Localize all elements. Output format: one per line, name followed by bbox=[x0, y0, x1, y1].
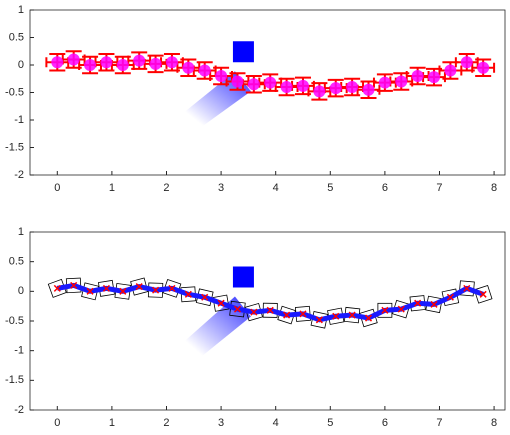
marker bbox=[446, 293, 454, 301]
marker bbox=[313, 85, 326, 98]
marker bbox=[479, 290, 487, 298]
y-tick-label: 0 bbox=[18, 59, 24, 71]
marker bbox=[135, 283, 143, 291]
marker bbox=[346, 81, 359, 93]
marker bbox=[477, 61, 490, 74]
marker bbox=[102, 284, 110, 292]
marker bbox=[182, 61, 195, 74]
x-tick-label: 3 bbox=[218, 182, 224, 194]
marker bbox=[283, 311, 291, 319]
marker bbox=[165, 56, 178, 69]
x-tick-label: 7 bbox=[436, 182, 442, 194]
marker bbox=[119, 287, 127, 295]
marker bbox=[395, 75, 408, 88]
marker bbox=[332, 312, 340, 320]
marker bbox=[201, 293, 209, 301]
y-tick-label: 1 bbox=[18, 4, 24, 16]
annotation-band bbox=[133, 71, 251, 164]
x-tick-label: 4 bbox=[273, 417, 279, 429]
axes-box bbox=[29, 231, 506, 411]
annotation-square bbox=[232, 41, 254, 63]
marker bbox=[133, 54, 146, 67]
marker bbox=[296, 79, 309, 92]
marker bbox=[444, 64, 457, 77]
x-tick-label: 2 bbox=[163, 182, 169, 194]
marker bbox=[215, 70, 228, 82]
marker bbox=[299, 310, 307, 318]
marker bbox=[315, 316, 323, 324]
y-tick-label: 0.5 bbox=[9, 31, 24, 43]
x-tick-label: 1 bbox=[109, 417, 115, 429]
y-tick-label: -1 bbox=[14, 345, 24, 357]
marker bbox=[217, 299, 225, 307]
x-tick-label: 5 bbox=[327, 182, 333, 194]
annotation-square bbox=[232, 266, 254, 288]
x-tick-label: 5 bbox=[327, 417, 333, 429]
marker bbox=[184, 290, 192, 298]
marker bbox=[152, 286, 160, 294]
marker bbox=[149, 57, 162, 70]
marker bbox=[233, 305, 242, 313]
x-tick-label: 6 bbox=[382, 182, 388, 194]
marker bbox=[381, 306, 389, 314]
x-tick-label: 4 bbox=[273, 182, 279, 194]
marker bbox=[364, 314, 373, 322]
marker bbox=[378, 76, 391, 89]
marker bbox=[362, 83, 375, 96]
marker bbox=[86, 287, 94, 295]
x-tick-label: 1 bbox=[109, 182, 115, 194]
y-tick-label: -2 bbox=[14, 404, 24, 416]
marker bbox=[348, 311, 356, 319]
marker bbox=[116, 59, 129, 71]
marker bbox=[266, 306, 274, 314]
marker bbox=[247, 78, 260, 91]
x-tick-label: 0 bbox=[54, 417, 60, 429]
y-tick-label: -0.5 bbox=[5, 315, 24, 327]
marker bbox=[329, 82, 342, 95]
x-tick-label: 8 bbox=[491, 417, 497, 429]
marker bbox=[198, 64, 211, 77]
y-tick-label: -2 bbox=[14, 169, 24, 181]
marker bbox=[250, 308, 258, 316]
marker bbox=[51, 56, 64, 69]
annotation-band bbox=[133, 296, 251, 399]
marker bbox=[411, 70, 424, 82]
y-tick-label: -1.5 bbox=[5, 141, 24, 153]
axes-box bbox=[29, 9, 506, 176]
marker bbox=[430, 300, 438, 308]
marker bbox=[100, 56, 113, 69]
y-tick-label: -1 bbox=[14, 114, 24, 126]
marker bbox=[428, 71, 441, 84]
y-tick-label: 0 bbox=[18, 285, 24, 297]
box-marker bbox=[212, 294, 230, 312]
marker bbox=[168, 284, 176, 292]
marker bbox=[280, 81, 293, 93]
x-tick-label: 3 bbox=[218, 417, 224, 429]
x-tick-label: 6 bbox=[382, 417, 388, 429]
marker bbox=[397, 305, 405, 313]
y-tick-label: 0.5 bbox=[9, 256, 24, 268]
y-tick-label: 1 bbox=[18, 226, 24, 238]
marker bbox=[231, 75, 244, 88]
x-tick-label: 7 bbox=[436, 417, 442, 429]
box-marker bbox=[473, 284, 493, 304]
marker bbox=[70, 281, 78, 289]
x-tick-label: 8 bbox=[491, 182, 497, 194]
x-tick-label: 2 bbox=[163, 417, 169, 429]
box-marker bbox=[392, 299, 411, 319]
marker bbox=[53, 284, 61, 292]
marker bbox=[463, 284, 471, 292]
x-tick-label: 0 bbox=[54, 182, 60, 194]
marker bbox=[264, 76, 277, 89]
y-tick-label: -0.5 bbox=[5, 86, 24, 98]
marker bbox=[84, 59, 97, 71]
marker bbox=[67, 53, 80, 66]
marker bbox=[414, 299, 422, 307]
marker bbox=[460, 56, 473, 69]
y-tick-label: -1.5 bbox=[5, 374, 24, 386]
